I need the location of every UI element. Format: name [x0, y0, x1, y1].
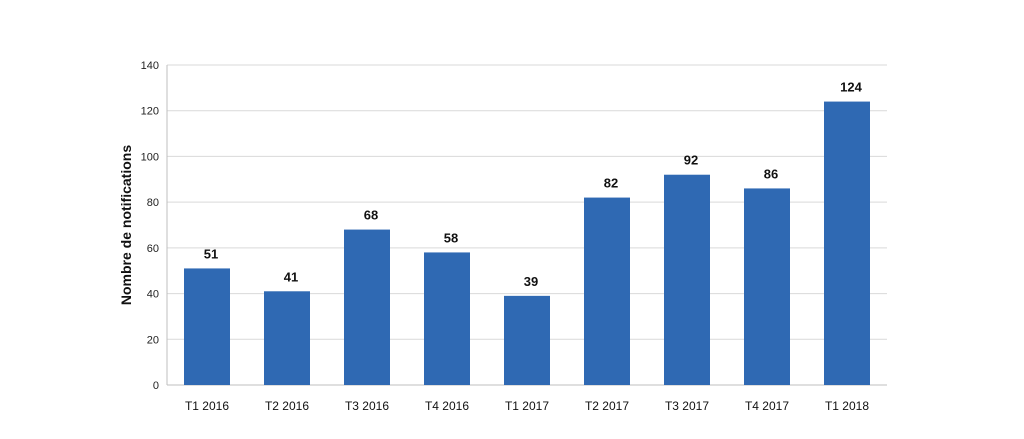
y-tick-label: 100: [141, 151, 159, 163]
bars: [184, 101, 870, 386]
y-tick-label: 60: [147, 243, 159, 255]
x-tick-label: T3 2017: [665, 399, 709, 413]
bar: [664, 174, 710, 385]
x-tick-label: T3 2016: [345, 399, 389, 413]
data-label: 41: [284, 269, 298, 284]
x-tick-label: T1 2018: [825, 399, 869, 413]
x-tick-label: T4 2016: [425, 399, 469, 413]
data-label: 92: [684, 153, 698, 168]
y-tick-label: 20: [147, 334, 159, 346]
bar: [504, 295, 550, 385]
bar: [744, 188, 790, 385]
data-labels: 51 41 68 58 39 82 92 86 124: [204, 80, 863, 289]
bar: [584, 197, 630, 385]
data-label: 86: [764, 166, 778, 181]
x-tick-label: T2 2016: [265, 399, 309, 413]
y-axis-title: Nombre de notifications: [118, 145, 134, 305]
data-label: 82: [604, 176, 618, 191]
axes: 0 20 40 60 80 100 120 140 T1 2016 T2 2016 T3 2016 T…: [141, 60, 887, 413]
y-tick-label: 80: [147, 197, 159, 209]
data-label: 51: [204, 246, 218, 261]
bar: [344, 229, 390, 385]
x-tick-label: T4 2017: [745, 399, 789, 413]
bar: [184, 268, 230, 385]
data-label: 124: [840, 80, 862, 95]
x-tick-label: T1 2017: [505, 399, 549, 413]
bar: [424, 252, 470, 385]
x-tick-label: T1 2016: [185, 399, 229, 413]
y-tick-label: 40: [147, 289, 159, 301]
y-tick-label: 140: [141, 60, 159, 72]
x-tick-label: T2 2017: [585, 399, 629, 413]
data-label: 58: [444, 230, 458, 245]
bar: [824, 101, 870, 386]
data-label: 68: [364, 208, 378, 223]
y-tick-label: 0: [153, 380, 159, 392]
data-label: 39: [524, 274, 538, 289]
y-tick-label: 120: [141, 106, 159, 118]
bar: [264, 291, 310, 385]
